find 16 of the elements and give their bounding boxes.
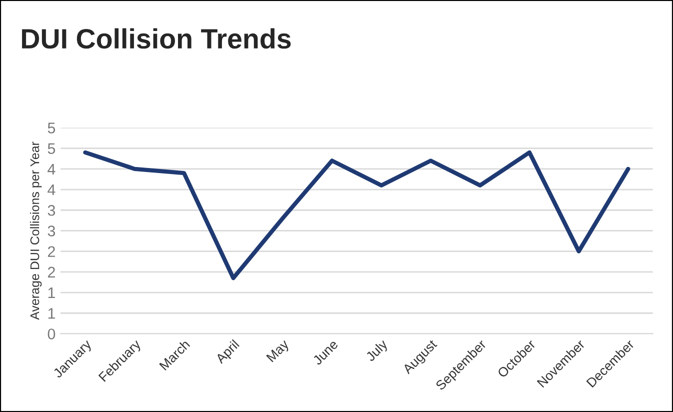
chart-title: DUI Collision Trends [22, 28, 291, 49]
y-tick-label: 3 [48, 226, 56, 236]
y-tick-label: 4 [48, 184, 56, 196]
y-tick-label: 5 [48, 143, 56, 154]
y-tick-label: 0 [48, 328, 56, 340]
y-tick-label: 2 [48, 246, 55, 257]
y-axis-title: Average DUI Collisions per Year [30, 142, 42, 320]
y-tick-label: 2 [48, 266, 55, 278]
x-tick-label: July [364, 338, 390, 364]
y-tick-label: 5 [48, 122, 56, 134]
y-tick-label: 1 [48, 308, 55, 319]
y-tick-label: 4 [48, 164, 56, 174]
y-tick-label: 1 [48, 288, 55, 298]
line-series [83, 150, 630, 280]
y-tick-label: 3 [48, 204, 56, 216]
x-tick-label: May [266, 338, 292, 364]
